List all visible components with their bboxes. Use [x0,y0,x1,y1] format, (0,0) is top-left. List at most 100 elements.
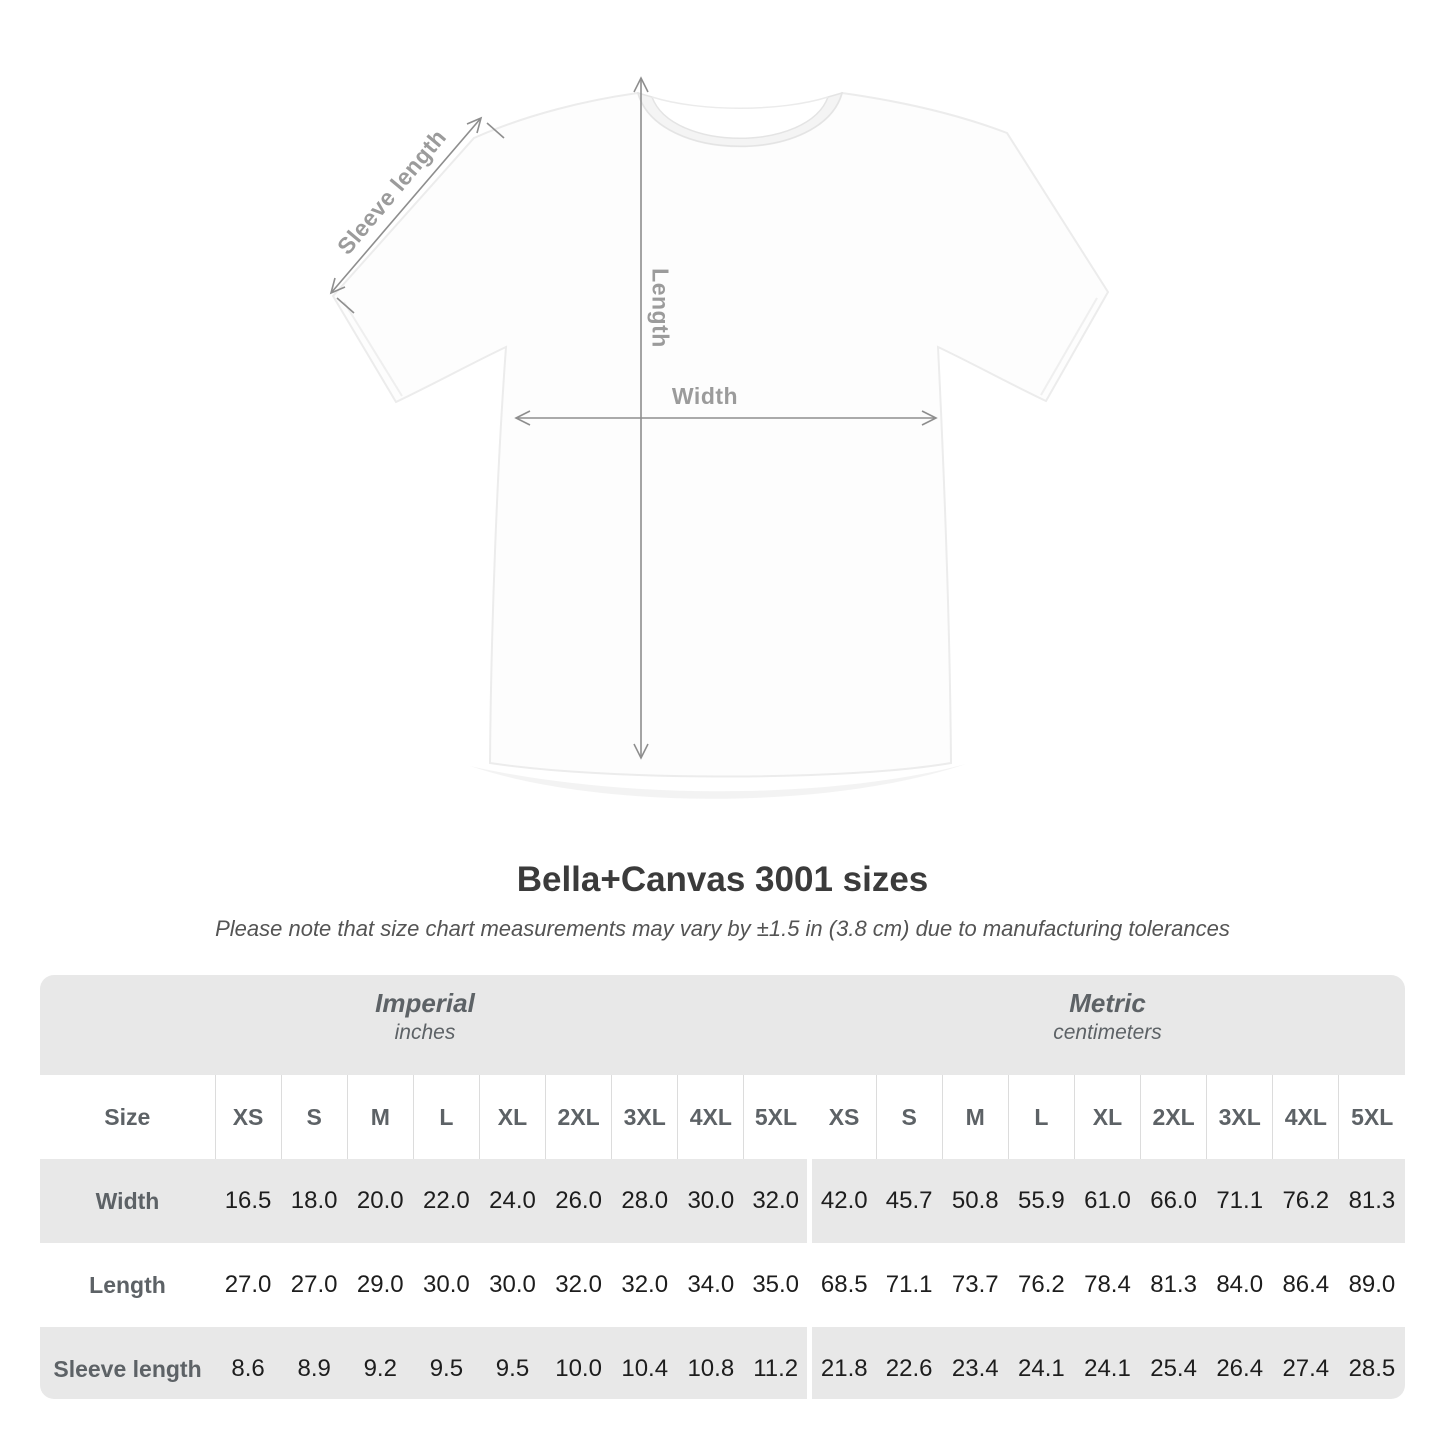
size-col-metric-3xl: 3XL [1206,1075,1273,1159]
cell-imperial-width-xs: 16.5 [224,1187,272,1214]
cell-metric-sleeve-length-2xl: 25.4 [1150,1355,1197,1382]
width-arrow [514,410,938,426]
imperial-label: Imperial [375,988,475,1018]
unit-header-imperial: Imperial inches [40,975,810,1075]
length-dimension-label: Length [647,268,674,348]
units-header-row: Imperial inches Metric centimeters [40,975,1405,1075]
row-label-length: Length [89,1271,166,1298]
measure-row-sleeve-length: Sleeve length 8.6 8.9 9.2 9.5 9.5 10.0 10.4 10.8… [40,1327,1405,1399]
cell-metric-length-2xl: 81.3 [1150,1271,1197,1298]
cell-imperial-length-5xl: 35.0 [752,1271,800,1298]
row-label-width: Width [95,1187,160,1214]
cell-metric-width-2xl: 66.0 [1150,1187,1197,1214]
size-col-metric-l: L [1007,1075,1075,1159]
size-col-metric-s: S [875,1075,943,1159]
cell-imperial-sleeve-length-s: 8.9 [297,1355,331,1382]
cell-imperial-sleeve-length-5xl: 11.2 [753,1355,799,1382]
size-col-imperial-3xl: 3XL [611,1075,678,1159]
shirt-body [331,91,1110,778]
cell-metric-width-s: 45.7 [885,1187,933,1214]
cell-imperial-width-3xl: 28.0 [621,1187,669,1214]
cell-metric-length-l: 76.2 [1018,1271,1065,1298]
cell-metric-length-m: 73.7 [951,1271,999,1298]
cell-metric-sleeve-length-4xl: 27.4 [1282,1355,1330,1382]
cell-imperial-sleeve-length-m: 9.2 [363,1355,397,1382]
cell-metric-sleeve-length-l: 24.1 [1018,1355,1065,1382]
cell-imperial-width-xl: 24.0 [489,1187,536,1214]
cell-metric-length-4xl: 86.4 [1282,1271,1330,1298]
cell-imperial-sleeve-length-4xl: 10.8 [687,1355,735,1382]
metric-label: Metric [1069,988,1146,1018]
cell-imperial-width-2xl: 26.0 [555,1187,602,1214]
shirt-measurement-diagram: Width Length Sleeve length [329,76,1110,799]
size-table: Imperial inches Metric centimeters Size … [40,975,1405,1399]
unit-header-metric: Metric centimeters [809,975,1405,1075]
cell-imperial-width-s: 18.0 [290,1187,338,1214]
cell-imperial-sleeve-length-l: 9.5 [429,1355,464,1382]
collar-band [636,91,844,147]
t-shirt-graphic [329,76,1110,799]
cell-metric-width-3xl: 71.1 [1216,1187,1264,1214]
cell-metric-sleeve-length-xs: 21.8 [807,1327,877,1399]
size-col-imperial-5xl: 5XL [743,1075,810,1159]
table-body: Width 16.5 18.0 20.0 22.0 24.0 26.0 28.0 30.0 32.… [40,1159,1405,1399]
cell-metric-length-3xl: 84.0 [1216,1271,1264,1298]
size-col-metric-xl: XL [1073,1075,1141,1159]
size-col-imperial-2xl: 2XL [545,1075,612,1159]
cell-metric-sleeve-length-5xl: 28.5 [1348,1355,1396,1382]
cell-metric-width-5xl: 81.3 [1348,1187,1396,1214]
cell-metric-sleeve-length-xl: 24.1 [1084,1355,1131,1382]
cell-imperial-width-m: 20.0 [356,1187,404,1214]
page-title: Bella+Canvas 3001 sizes [516,860,929,899]
cell-metric-width-l: 55.9 [1018,1187,1065,1214]
cell-metric-width-m: 50.8 [951,1187,999,1214]
size-col-metric-5xl: 5XL [1338,1075,1405,1159]
measure-row-length: Length 27.0 27.0 29.0 30.0 30.0 32.0 32.0 34.0 35… [40,1243,1405,1327]
cell-imperial-length-m: 29.0 [356,1271,404,1298]
size-col-metric-4xl: 4XL [1272,1075,1339,1159]
cell-metric-width-xl: 61.0 [1084,1187,1131,1214]
left-cuff-seam [343,301,403,397]
size-header-cell: Size [104,1103,151,1130]
cell-metric-width-4xl: 76.2 [1282,1187,1330,1214]
cell-imperial-sleeve-length-2xl: 10.0 [555,1355,602,1382]
cell-metric-sleeve-length-m: 23.4 [951,1355,999,1382]
cell-metric-sleeve-length-s: 22.6 [885,1355,933,1382]
cell-imperial-length-l: 30.0 [423,1271,470,1298]
size-col-imperial-xs: XS [214,1075,282,1159]
cell-imperial-sleeve-length-xs: 8.6 [231,1355,265,1382]
cell-metric-length-xl: 78.4 [1084,1271,1131,1298]
cell-imperial-width-5xl: 32.0 [752,1187,800,1214]
row-label-sleeve-length: Sleeve length [53,1355,202,1382]
imperial-units-label: inches [394,1021,456,1044]
back-collar-seam [651,96,829,109]
cell-imperial-length-xs: 27.0 [224,1271,272,1298]
size-col-imperial-m: M [346,1075,414,1159]
cell-imperial-length-4xl: 34.0 [687,1271,735,1298]
cell-imperial-length-xl: 30.0 [489,1271,536,1298]
width-dimension-label: Width [671,383,739,409]
measure-row-width: Width 16.5 18.0 20.0 22.0 24.0 26.0 28.0 30.0 32.… [40,1159,1405,1243]
size-col-metric-2xl: 2XL [1140,1075,1207,1159]
sleeve-length-arrow [329,116,505,314]
cell-imperial-length-s: 27.0 [290,1271,338,1298]
size-col-imperial-l: L [412,1075,480,1159]
cell-metric-length-xs: 68.5 [807,1243,877,1327]
cell-metric-length-5xl: 89.0 [1348,1271,1396,1298]
page-subtitle: Please note that size chart measurements… [215,916,1230,941]
cell-imperial-width-l: 22.0 [423,1187,470,1214]
cell-imperial-sleeve-length-3xl: 10.4 [621,1355,669,1382]
right-cuff-seam [1040,297,1098,396]
cell-imperial-length-3xl: 32.0 [621,1271,669,1298]
shirt-shadow [470,764,966,799]
cell-metric-length-s: 71.1 [885,1271,933,1298]
metric-units-label: centimeters [1053,1021,1162,1044]
size-col-imperial-4xl: 4XL [677,1075,744,1159]
cell-imperial-width-4xl: 30.0 [687,1187,735,1214]
size-col-imperial-s: S [280,1075,348,1159]
size-col-imperial-xl: XL [478,1075,546,1159]
size-table-container: Imperial inches Metric centimeters Size … [40,975,1405,1399]
cell-imperial-length-2xl: 32.0 [555,1271,602,1298]
sizes-row: Size XS S M L XL 2XL 3XL 4XL 5XL XS S M L XL 2XL 3XL 4XL… [40,1075,1405,1159]
